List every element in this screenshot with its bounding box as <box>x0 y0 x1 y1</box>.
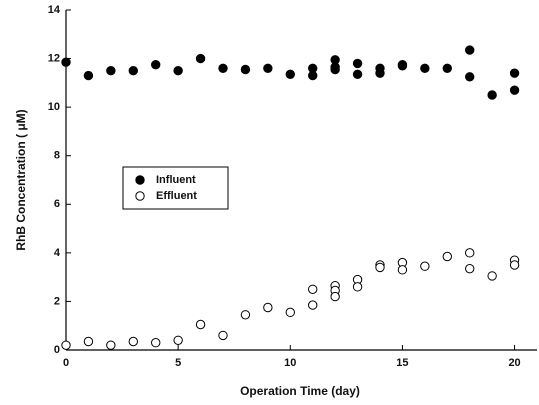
point <box>195 319 206 330</box>
y-tick-label: 8 <box>54 150 60 162</box>
point <box>509 85 520 95</box>
point <box>420 261 430 271</box>
point <box>285 307 295 318</box>
point <box>375 262 385 273</box>
point <box>352 69 363 80</box>
x-axis-label: Operation Time (day) <box>240 384 360 398</box>
point <box>487 90 497 100</box>
point <box>240 64 251 75</box>
y-tick-label: 12 <box>48 52 60 64</box>
x-tick-label: 5 <box>175 357 181 369</box>
point <box>509 260 520 270</box>
point <box>442 63 452 73</box>
x-tick-label: 0 <box>63 357 69 369</box>
point <box>308 300 318 310</box>
point <box>308 70 318 81</box>
point <box>420 63 430 73</box>
point <box>173 335 183 345</box>
point <box>151 338 161 348</box>
point <box>218 330 228 341</box>
point <box>83 336 94 347</box>
x-tick-label: 20 <box>508 357 520 369</box>
y-tick-label: 14 <box>48 4 61 16</box>
point <box>173 66 183 76</box>
point <box>285 69 295 80</box>
point <box>83 70 94 81</box>
point <box>106 66 116 76</box>
legend-marker <box>135 191 145 201</box>
y-tick-label: 0 <box>54 344 60 356</box>
point <box>263 63 273 73</box>
point <box>465 263 475 274</box>
point <box>61 57 71 67</box>
y-tick-label: 10 <box>48 101 60 113</box>
y-tick-label: 4 <box>54 247 61 259</box>
point <box>330 291 340 302</box>
point <box>465 72 475 82</box>
y-tick-label: 6 <box>54 198 60 210</box>
point <box>330 64 340 75</box>
legend-box <box>122 166 229 210</box>
point <box>442 251 452 262</box>
y-axis-label: RhB Concentration ( μM) <box>14 109 28 250</box>
point <box>465 45 475 55</box>
point <box>263 302 273 313</box>
point <box>151 59 161 70</box>
point <box>375 68 385 78</box>
legend-label: Effluent <box>156 190 197 202</box>
point <box>487 271 497 281</box>
point <box>240 310 251 320</box>
point <box>61 340 71 350</box>
x-tick-label: 10 <box>284 357 296 369</box>
legend-label: Influent <box>156 174 196 186</box>
y-tick-label: 2 <box>54 295 60 307</box>
point <box>128 336 138 347</box>
legend-marker <box>135 175 145 185</box>
point <box>106 340 116 350</box>
point <box>195 53 206 64</box>
point <box>128 66 138 76</box>
point <box>352 282 363 292</box>
point <box>397 265 408 275</box>
point <box>509 68 520 78</box>
point <box>352 58 363 69</box>
point <box>308 284 318 294</box>
point <box>465 248 475 258</box>
x-tick-label: 15 <box>396 357 408 369</box>
point <box>397 61 408 71</box>
point <box>218 63 228 73</box>
